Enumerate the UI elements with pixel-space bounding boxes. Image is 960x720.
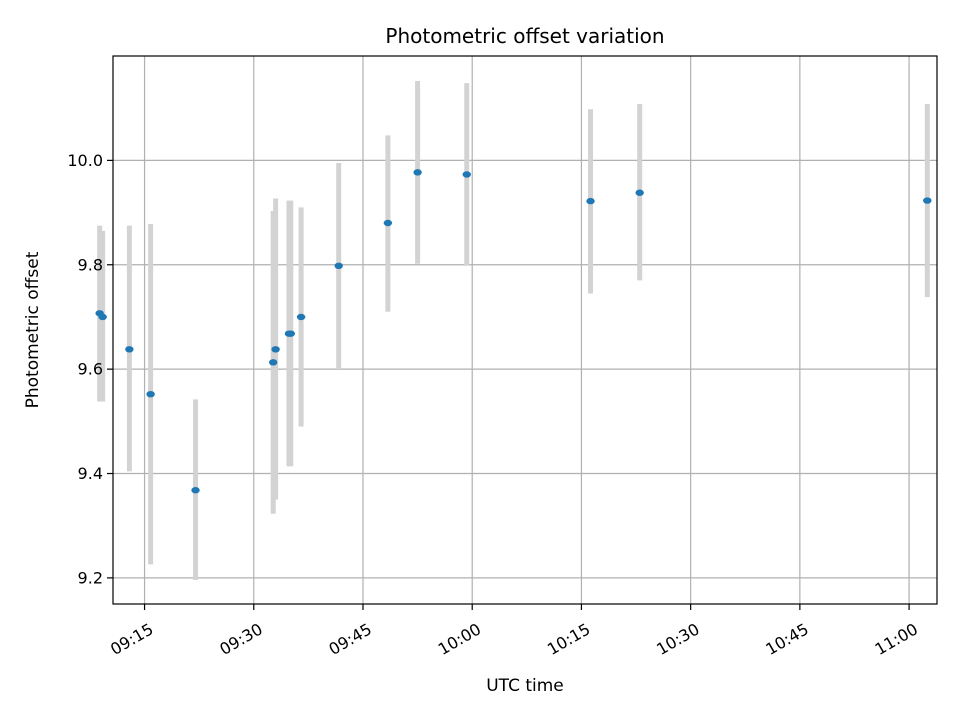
- error-bars: [97, 81, 930, 580]
- x-tick-label: 10:00: [435, 619, 484, 659]
- data-point: [271, 346, 280, 353]
- plot-area-frame: [112, 55, 938, 605]
- chart-title: Photometric offset variation: [385, 24, 664, 48]
- x-tick-label: 09:15: [107, 619, 156, 659]
- data-point: [586, 197, 595, 205]
- y-tick-label: 9.2: [78, 568, 103, 587]
- data-point: [383, 219, 393, 227]
- x-tick-label: 11:00: [872, 619, 921, 659]
- x-tick-label: 09:45: [326, 619, 375, 659]
- data-point: [334, 262, 343, 270]
- data-point: [635, 189, 644, 196]
- data-point: [923, 197, 932, 204]
- y-tick-label: 10.0: [67, 151, 103, 170]
- grid: [113, 56, 937, 604]
- data-point: [98, 313, 107, 321]
- data-point: [146, 390, 155, 398]
- data-point: [462, 171, 471, 178]
- data-point: [286, 330, 295, 337]
- data-point: [191, 487, 200, 494]
- y-axis-title: Photometric offset: [23, 251, 43, 408]
- data-point: [413, 169, 422, 176]
- x-tick-label: 10:45: [762, 619, 811, 659]
- x-tick-label: 10:15: [544, 619, 593, 659]
- y-axis-ticks: 9.2 9.4 9.6 9.8 10.0: [67, 151, 113, 587]
- x-axis-ticks: 09:15 09:30 09:45 10:00 10:15 10:30 10:45 11:00: [107, 604, 921, 659]
- x-tick-label: 09:30: [216, 619, 265, 659]
- x-axis-title: UTC time: [486, 676, 564, 696]
- data-points: [95, 169, 932, 494]
- data-point: [296, 313, 306, 321]
- y-tick-label: 9.4: [78, 464, 103, 483]
- x-tick-label: 10:30: [653, 619, 702, 659]
- y-tick-label: 9.8: [78, 255, 103, 274]
- y-tick-label: 9.6: [78, 360, 103, 379]
- data-point: [125, 346, 134, 353]
- data-point: [268, 359, 278, 366]
